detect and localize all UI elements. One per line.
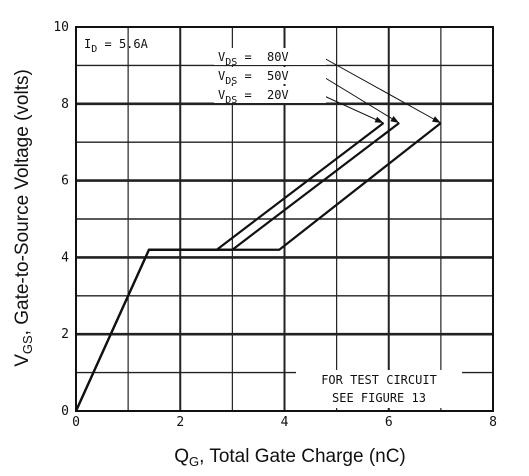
y-tick-label: 10 (53, 20, 69, 35)
test-circuit-box (296, 370, 462, 408)
legend-leader-lines (321, 56, 442, 124)
series-line (74, 122, 400, 412)
x-axis-title: QG, Total Gate Charge (nC) (174, 446, 406, 469)
x-tick-label: 0 (72, 415, 80, 430)
legend-arrowhead (374, 116, 384, 123)
drain-current-label: ID = 5.6A (84, 37, 149, 55)
legend-arrowhead (431, 116, 441, 123)
legend-arrowhead (390, 115, 400, 123)
legend-leader-line (321, 75, 400, 124)
legend-leader-line (321, 94, 384, 124)
y-tick-label: 0 (61, 404, 69, 419)
grid (76, 27, 493, 411)
y-tick-label: 8 (61, 97, 69, 112)
legend-leader-line (321, 56, 442, 124)
test-circuit-line-1: FOR TEST CIRCUIT (321, 373, 437, 387)
x-tick-label: 2 (176, 415, 184, 430)
series-line (74, 122, 385, 412)
legend-item-bg (214, 86, 326, 103)
series-line (74, 122, 442, 412)
legend-item-label: VDS = 80V (218, 50, 289, 68)
y-tick-label: 2 (61, 327, 69, 342)
plot-frame (75, 26, 494, 412)
legend-item-label: VDS = 20V (218, 88, 289, 106)
x-tick-label: 6 (385, 415, 393, 430)
legend-item-bg (214, 48, 326, 65)
test-circuit-line-2: SEE FIGURE 13 (332, 391, 426, 405)
y-tick-label: 6 (61, 174, 69, 189)
y-tick-label: 4 (61, 250, 69, 265)
x-tick-label: 8 (489, 415, 497, 430)
legend-item-label: VDS = 50V (218, 69, 289, 87)
y-axis-title: VGS, Gate-to-Source Voltage (volts) (12, 69, 35, 367)
x-tick-label: 4 (281, 415, 289, 430)
series-lines (74, 122, 442, 412)
legend-item-bg (214, 67, 326, 84)
tick-labels: 0 2 4 6 8 0 2 4 6 8 10 (53, 20, 497, 430)
